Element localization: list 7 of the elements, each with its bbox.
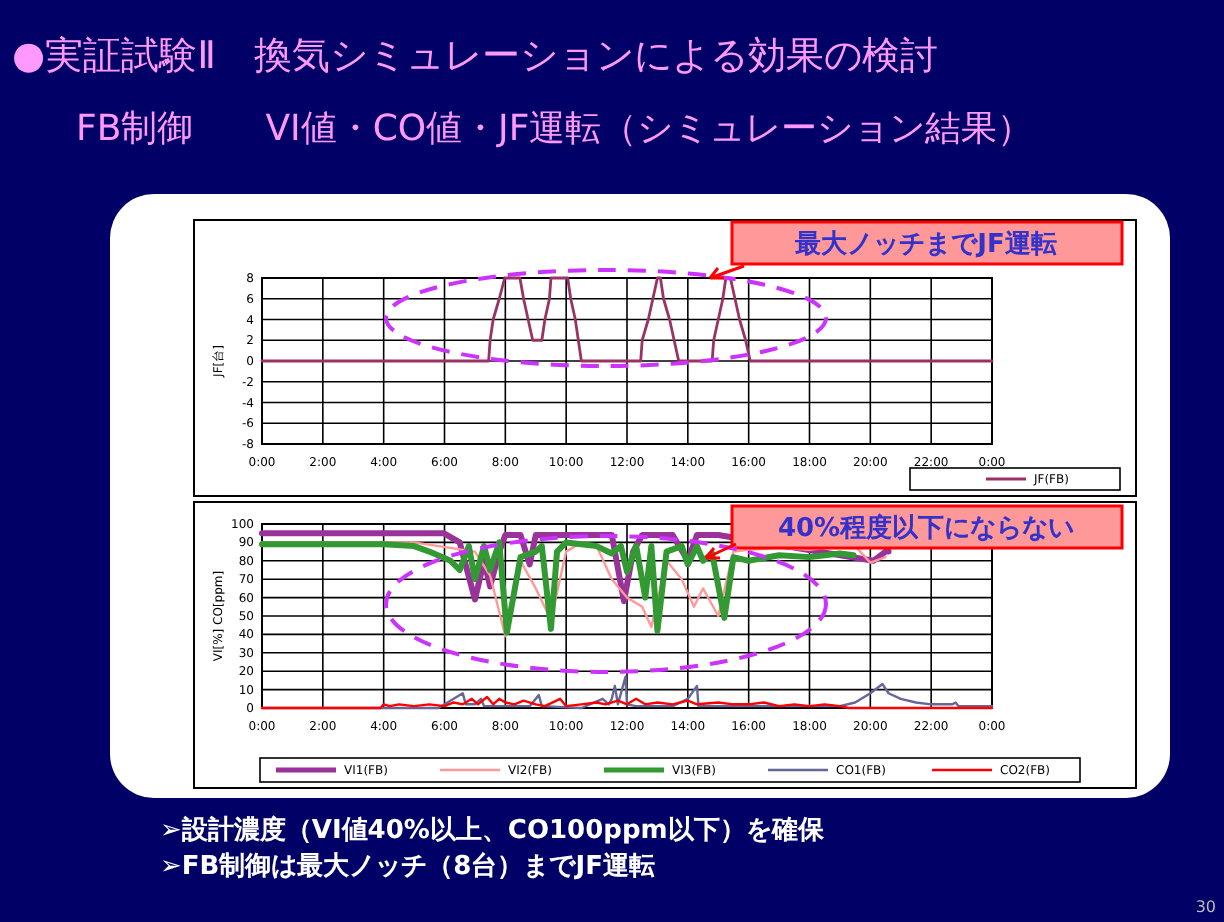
annotation: 40%程度以下にならない xyxy=(777,512,1075,544)
text: 30 xyxy=(1195,898,1216,916)
text: ➢設計濃度（VI値40%以上、CO100ppm以下）を確保 xyxy=(160,814,826,846)
text: 最大ノッチまでJF運転 xyxy=(793,230,1057,260)
chart-title: ●実証試験Ⅱ 換気シミュレーションによる効果の検討 xyxy=(12,34,938,78)
chart-subtitle: FB制御 VI値・CO値・JF運転（シミュレーション結果） xyxy=(76,108,1034,150)
text: ➢FB制御は最大ノッチ（8台）までJF運転 xyxy=(160,850,655,882)
